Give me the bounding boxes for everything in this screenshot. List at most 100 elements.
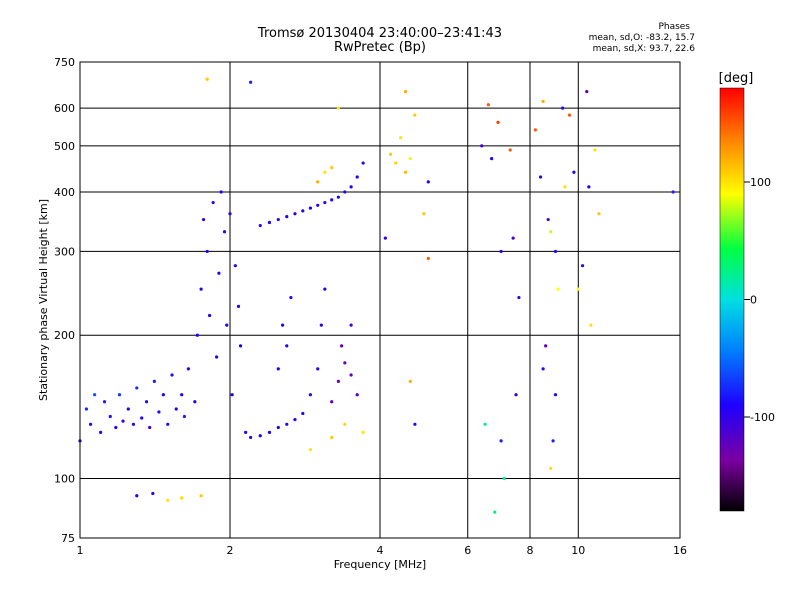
data-point <box>180 393 184 397</box>
data-point <box>301 411 305 416</box>
x-tick-label: 6 <box>464 544 471 557</box>
data-point <box>502 476 506 481</box>
data-point <box>671 190 675 194</box>
data-point <box>403 89 408 94</box>
data-point <box>549 230 553 234</box>
y-tick-label: 600 <box>54 102 75 115</box>
data-point <box>170 373 174 377</box>
data-point <box>222 230 227 234</box>
data-point <box>121 419 125 423</box>
data-point <box>148 425 152 430</box>
data-point <box>343 422 347 426</box>
data-point <box>267 430 272 434</box>
data-point <box>316 203 320 207</box>
data-point <box>205 77 209 81</box>
data-point <box>135 386 139 390</box>
data-point <box>349 185 353 189</box>
data-point <box>280 323 285 327</box>
data-point <box>580 264 585 268</box>
data-point <box>330 198 334 202</box>
plot-frame <box>79 61 681 539</box>
x-axis-label: Frequency [MHz] <box>334 558 426 571</box>
data-point <box>289 295 293 300</box>
data-point <box>316 367 320 371</box>
data-point <box>399 136 403 140</box>
data-point <box>533 128 537 132</box>
data-point <box>117 393 122 397</box>
data-point <box>144 400 149 404</box>
data-point <box>211 200 215 205</box>
data-point <box>340 344 344 348</box>
data-point <box>230 393 234 397</box>
data-point <box>93 393 97 397</box>
data-point <box>394 161 398 165</box>
data-point <box>207 313 212 318</box>
data-point <box>551 439 555 443</box>
x-tick-label: 10 <box>571 544 585 557</box>
x-axis-ticks: 1 2 4 6 8 10 16 <box>77 544 688 557</box>
data-point <box>496 120 500 124</box>
data-point <box>413 422 417 426</box>
data-point <box>249 435 253 440</box>
data-point <box>544 344 548 348</box>
data-point <box>108 414 112 419</box>
data-point <box>361 430 365 434</box>
data-point <box>151 491 155 496</box>
data-point <box>276 217 280 222</box>
data-point <box>490 157 494 161</box>
data-point <box>205 249 209 254</box>
y-tick-label: 400 <box>54 186 75 199</box>
data-point <box>186 367 190 371</box>
data-point <box>276 367 280 371</box>
data-point <box>560 106 565 110</box>
phases-o-stats: mean, sd,O: -83.2, 15.7 <box>588 33 695 43</box>
data-point <box>511 236 515 240</box>
data-point <box>293 212 297 216</box>
data-point <box>413 113 417 117</box>
data-point <box>323 170 327 174</box>
data-point <box>99 430 103 434</box>
data-point <box>219 190 223 194</box>
data-point <box>174 407 178 411</box>
data-point <box>199 287 203 291</box>
data-point <box>102 400 107 404</box>
chart-title: Tromsø 20130404 23:40:00–23:41:43 <box>257 26 503 41</box>
data-point <box>84 407 88 411</box>
chart-subtitle: RwPretec (Bp) <box>333 40 427 55</box>
y-tick-label: 300 <box>54 245 75 258</box>
y-tick-label: 100 <box>54 473 75 486</box>
data-point <box>422 212 426 216</box>
data-point <box>308 448 313 452</box>
data-point <box>589 323 593 327</box>
data-point <box>336 195 340 199</box>
data-point <box>514 393 518 397</box>
data-point <box>152 379 156 383</box>
data-point <box>355 175 359 179</box>
colorbar-tick-label: 0 <box>750 294 757 307</box>
data-point <box>316 180 320 184</box>
data-point <box>585 89 589 94</box>
data-point <box>258 434 262 438</box>
y-axis-label: Stationary phase Virtual Height [km] <box>37 199 50 401</box>
data-point <box>258 223 262 228</box>
data-point <box>293 417 297 422</box>
data-point <box>193 400 197 404</box>
x-tick-label: 4 <box>377 544 384 557</box>
data-point <box>355 393 359 397</box>
data-point <box>199 494 203 498</box>
data-point <box>215 355 219 359</box>
data-point <box>587 185 591 189</box>
data-point <box>538 175 543 179</box>
data-point <box>388 152 393 156</box>
data-point <box>161 393 165 397</box>
data-point <box>546 217 550 222</box>
x-tick-label: 8 <box>527 544 534 557</box>
data-point <box>517 295 521 300</box>
data-point <box>233 264 237 268</box>
data-point <box>114 425 118 430</box>
data-point <box>323 287 327 291</box>
data-point <box>157 410 161 414</box>
data-point <box>308 393 313 397</box>
data-point <box>249 80 253 84</box>
